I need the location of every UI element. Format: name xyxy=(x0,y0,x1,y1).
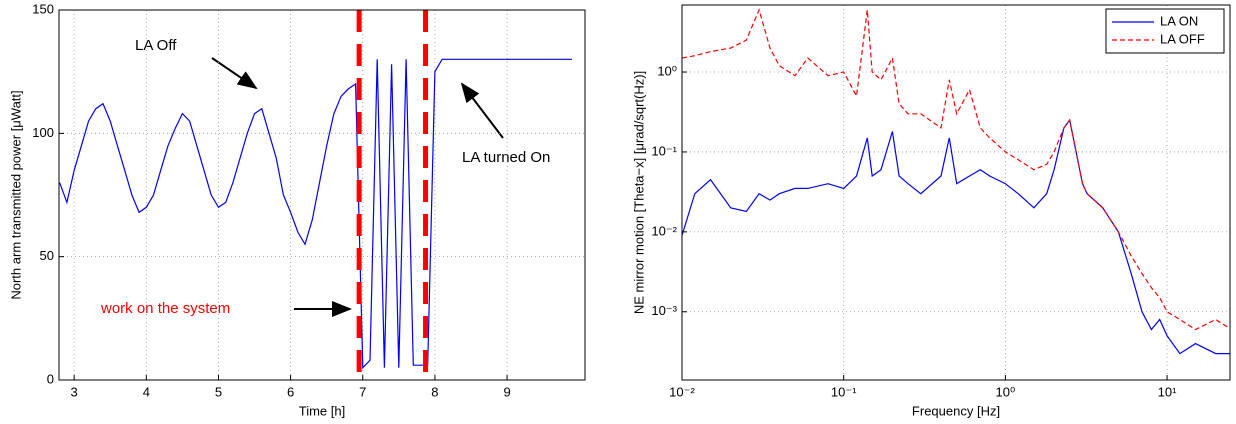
x-tick-label: 10⁰ xyxy=(996,384,1016,399)
y-axis-label: NE mirror motion [Theta−x] [μrad/sqrt(Hz… xyxy=(631,71,646,314)
x-tick-label: 3 xyxy=(71,384,78,399)
annotation: LA turned On xyxy=(462,149,550,166)
y-tick-label: 10⁻² xyxy=(651,223,677,238)
x-tick-label: 9 xyxy=(503,384,510,399)
y-tick-label: 50 xyxy=(40,248,54,263)
x-tick-label: 5 xyxy=(215,384,222,399)
x-axis-label: Frequency [Hz] xyxy=(912,403,1000,418)
y-tick-label: 150 xyxy=(32,1,54,16)
x-tick-label: 7 xyxy=(359,384,366,399)
annotation: work on the system xyxy=(100,300,230,317)
data-line xyxy=(682,8,1230,331)
plot-frame xyxy=(681,4,1231,381)
x-axis-label: Time [h] xyxy=(299,403,345,418)
data-line xyxy=(59,58,572,370)
plot: 10⁻² 10⁻¹ 10⁰ 10¹ 10⁻³ 10⁻² 10⁻¹ 10⁰ Frequency [… xyxy=(631,4,1231,418)
plot-frame xyxy=(58,9,586,381)
data-line xyxy=(682,118,1230,355)
legend-box xyxy=(1105,8,1225,54)
y-tick-label: 10⁻¹ xyxy=(651,143,677,158)
legend-label: LA OFF xyxy=(1160,31,1205,46)
x-tick-label: 6 xyxy=(287,384,294,399)
y-tick-label: 100 xyxy=(32,125,54,140)
y-tick-label: 0 xyxy=(47,371,54,386)
y-tick-label: 10⁰ xyxy=(657,63,677,78)
legend-label: LA ON xyxy=(1160,13,1198,28)
arrow xyxy=(211,57,258,90)
x-tick-label: 10⁻² xyxy=(669,384,695,399)
plot: 3 4 5 6 7 8 9 0 50 100 150 Time [h] North arm transm… xyxy=(8,1,586,418)
arrow xyxy=(460,82,504,139)
x-tick-label: 4 xyxy=(143,384,150,399)
x-tick-label: 10⁻¹ xyxy=(831,384,857,399)
annotation: LA Off xyxy=(135,37,177,54)
y-tick-label: 10⁻³ xyxy=(651,303,677,318)
y-axis-label: North arm transmitted power [μWatt] xyxy=(8,90,23,299)
x-tick-label: 10¹ xyxy=(1158,384,1177,399)
x-tick-label: 8 xyxy=(431,384,438,399)
